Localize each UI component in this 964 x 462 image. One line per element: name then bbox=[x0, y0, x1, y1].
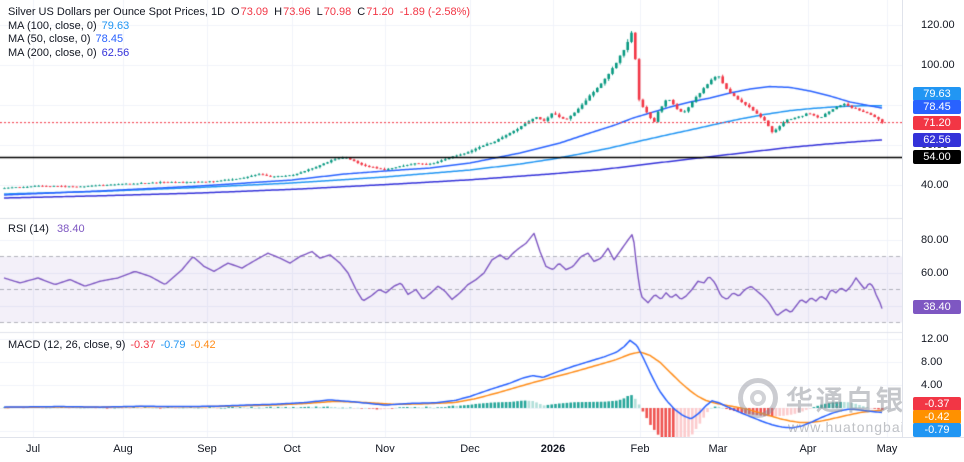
ma-value: 62.56 bbox=[101, 46, 130, 59]
axis-tick-label: 8.00 bbox=[921, 356, 943, 368]
rsi-label: RSI (14) bbox=[8, 223, 49, 235]
ma-label: MA (100, close, 0) bbox=[8, 19, 97, 32]
time-label: Feb bbox=[630, 443, 650, 455]
time-label: Jul bbox=[25, 443, 41, 455]
ma-label: MA (200, close, 0) bbox=[8, 46, 97, 59]
price-badge: 54.00 bbox=[913, 150, 961, 164]
time-label: 2026 bbox=[540, 443, 566, 455]
axis-tick-label: 40.00 bbox=[921, 179, 949, 191]
rsi-value: 38.40 bbox=[57, 223, 85, 235]
ohlc-value: 73.09 bbox=[240, 6, 269, 18]
time-label: Nov bbox=[375, 443, 395, 455]
price-badge: -0.42 bbox=[913, 410, 961, 424]
time-label: Sep bbox=[197, 443, 217, 455]
axis-tick-label: 12.00 bbox=[921, 333, 949, 345]
axis-tick-label: 80.00 bbox=[921, 234, 949, 246]
time-label: Oct bbox=[283, 443, 301, 455]
price-badge: 71.20 bbox=[913, 116, 961, 130]
time-label: May bbox=[876, 443, 898, 455]
ohlc-key: H bbox=[274, 6, 283, 18]
price-badge: 78.45 bbox=[913, 100, 961, 114]
main-legend: Silver US Dollars per Ounce Spot Prices,… bbox=[8, 6, 470, 60]
ma-legend-row[interactable]: MA (100, close, 0) 79.63 bbox=[8, 20, 470, 34]
ohlc-value: -1.89 (-2.58%) bbox=[399, 6, 471, 18]
macd-label: MACD (12, 26, close, 9) bbox=[8, 339, 126, 351]
ma-value: 79.63 bbox=[101, 19, 130, 32]
price-badge: -0.37 bbox=[913, 397, 961, 411]
time-axis[interactable]: Jul Aug Sep Oct Nov Dec 2026 Feb Mar Apr May bbox=[0, 437, 964, 462]
ma-legend-row[interactable]: MA (200, close, 0) 62.56 bbox=[8, 47, 470, 61]
ohlc-value: 70.98 bbox=[323, 6, 352, 18]
ma-value: 78.45 bbox=[95, 33, 124, 45]
symbol-row[interactable]: Silver US Dollars per Ounce Spot Prices,… bbox=[8, 6, 470, 20]
ohlc-key: L bbox=[316, 6, 323, 18]
ma-legend-row[interactable]: MA (50, close, 0) 78.45 bbox=[8, 33, 470, 47]
macd-value: -0.37 bbox=[130, 339, 156, 351]
price-scale[interactable]: 120.00100.0060.0040.0080.0060.0012.008.0… bbox=[902, 0, 964, 437]
ohlc-values: O73.09 H73.96 L70.98 C71.20 -1.89 (-2.58%) bbox=[225, 6, 470, 18]
price-badge: 62.56 bbox=[913, 133, 961, 147]
axis-tick-label: 120.00 bbox=[921, 19, 955, 31]
macd-values: -0.37 -0.79 -0.42 bbox=[125, 339, 215, 351]
macd-value: -0.42 bbox=[190, 339, 216, 351]
macd-value: -0.79 bbox=[160, 339, 186, 351]
ma-label: MA (50, close, 0) bbox=[8, 33, 91, 45]
time-label: Dec bbox=[460, 443, 480, 455]
time-label: Aug bbox=[113, 443, 133, 455]
symbol-title: Silver US Dollars per Ounce Spot Prices,… bbox=[8, 6, 226, 18]
rsi-legend[interactable]: RSI (14) 38.40 bbox=[8, 223, 85, 237]
ohlc-value: 71.20 bbox=[366, 6, 394, 18]
macd-legend[interactable]: MACD (12, 26, close, 9) -0.37 -0.79 -0.42 bbox=[8, 339, 216, 353]
time-label: Apr bbox=[799, 443, 817, 455]
axis-tick-label: 60.00 bbox=[921, 267, 949, 279]
price-badge: -0.79 bbox=[913, 423, 961, 437]
ohlc-key: C bbox=[357, 6, 366, 18]
price-badge: 79.63 bbox=[913, 87, 961, 101]
price-badge: 38.40 bbox=[913, 300, 961, 314]
axis-tick-label: 4.00 bbox=[921, 379, 943, 391]
axis-tick-label: 100.00 bbox=[921, 59, 955, 71]
time-label: Mar bbox=[708, 443, 728, 455]
ohlc-key: O bbox=[231, 6, 240, 18]
ohlc-value: 73.96 bbox=[283, 6, 311, 18]
